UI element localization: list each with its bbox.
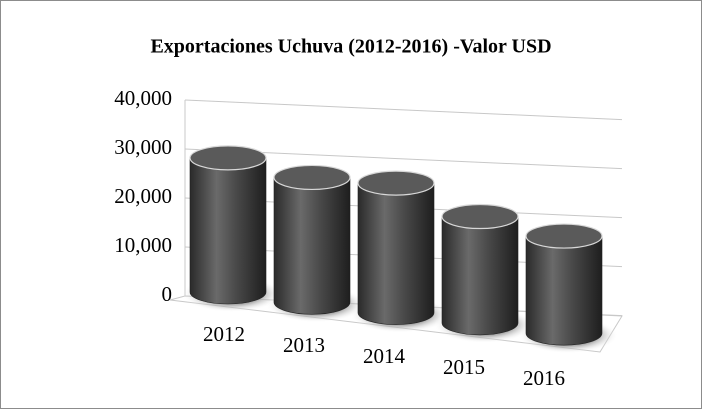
- bar-top: [273, 164, 351, 191]
- grid-line: [184, 99, 623, 121]
- bar-top: [189, 145, 267, 171]
- x-tick-label: 2016: [523, 366, 565, 390]
- y-tick-label: 30,000: [114, 135, 172, 159]
- y-tick-label: 20,000: [114, 184, 172, 208]
- bar: [273, 177, 351, 315]
- bar: [357, 182, 435, 325]
- bar: [189, 157, 267, 305]
- y-tick-label: 40,000: [114, 86, 172, 110]
- x-tick-label: 2012: [203, 322, 245, 346]
- bar: [441, 216, 519, 336]
- x-tick-label: 2013: [283, 333, 325, 357]
- chart-title: Exportaciones Uchuva (2012-2016) -Valor …: [150, 36, 551, 58]
- x-tick-label: 2015: [443, 355, 485, 379]
- y-tick-label: 10,000: [114, 233, 172, 257]
- bar: [525, 235, 603, 346]
- y-tick-label: 0: [162, 282, 173, 306]
- bar-top: [441, 203, 519, 230]
- bar-top: [525, 223, 603, 249]
- x-tick-label: 2014: [363, 344, 406, 368]
- bar-top: [357, 170, 435, 196]
